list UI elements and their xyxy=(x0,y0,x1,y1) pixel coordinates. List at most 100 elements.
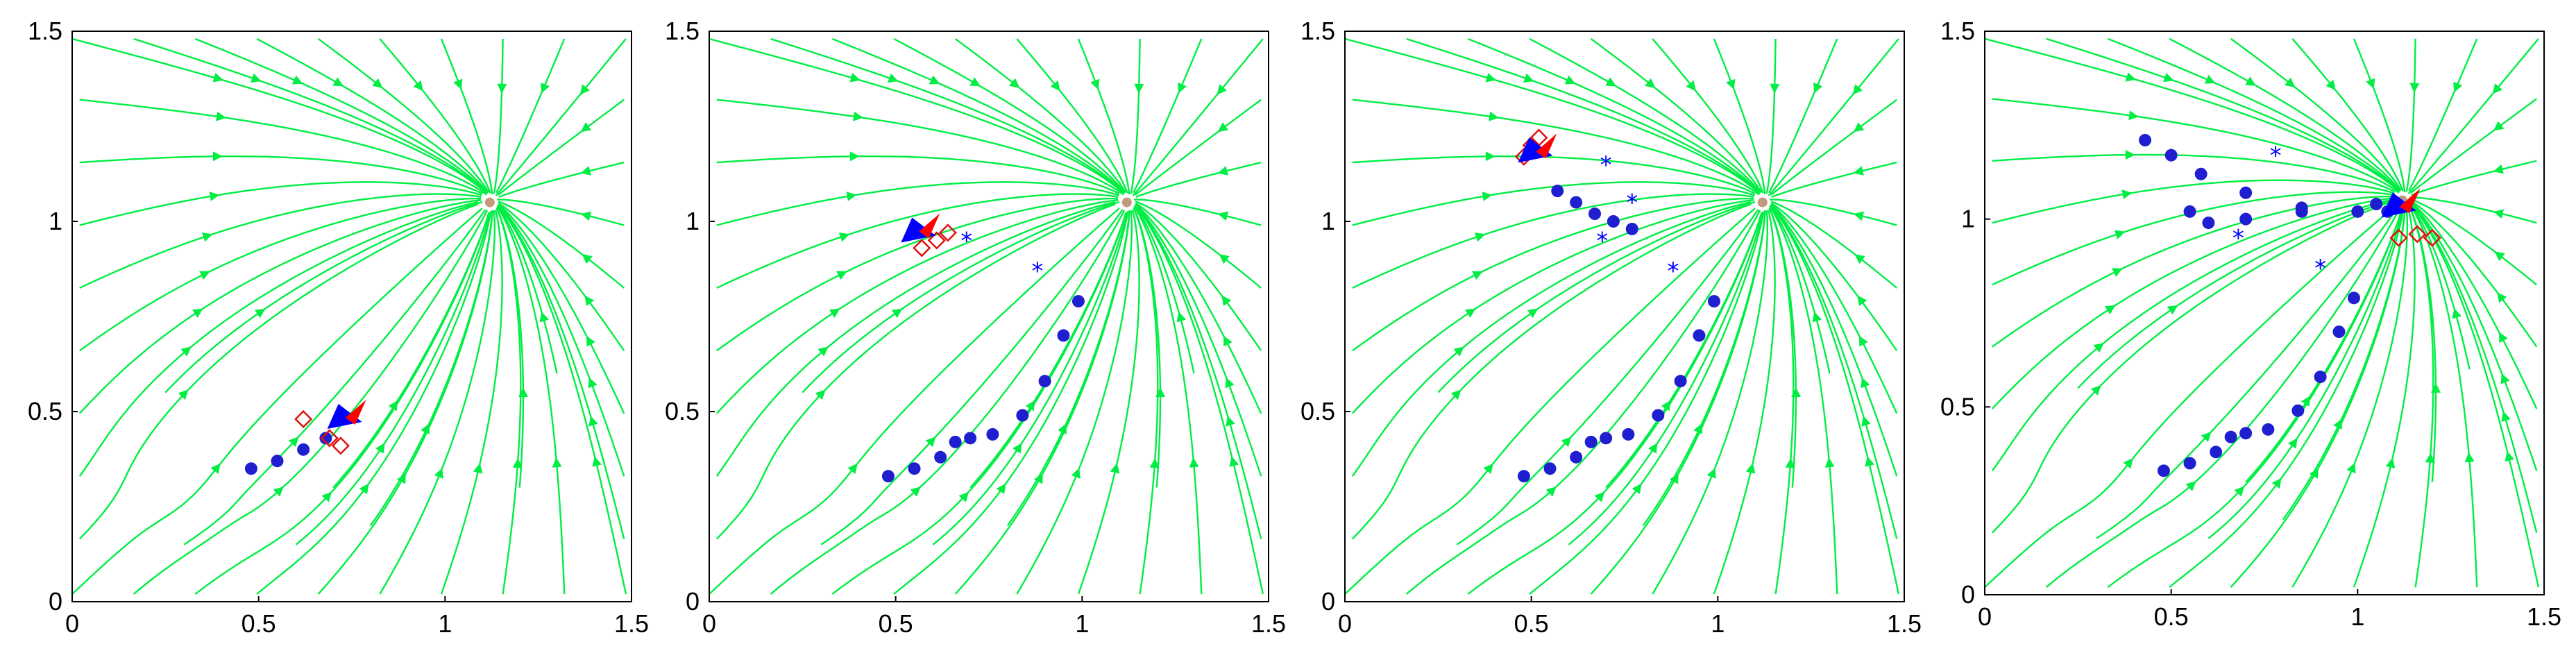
diamond-marker xyxy=(2408,225,2427,244)
streamline xyxy=(716,193,1119,289)
flow-arrow xyxy=(1223,335,1232,347)
flow-arrow xyxy=(2453,81,2463,93)
star-marker: * xyxy=(1596,227,1608,255)
flow-arrow xyxy=(359,483,369,495)
streamline xyxy=(770,210,1126,595)
y-tick-label: 0.5 xyxy=(1940,392,1975,421)
flow-arrow xyxy=(2123,458,2133,469)
streamline xyxy=(498,203,625,414)
streamline xyxy=(770,37,1124,193)
flow-arrow xyxy=(1693,423,1703,434)
trajectory-point xyxy=(949,435,962,448)
diamond-marker xyxy=(294,409,313,429)
trajectory-point xyxy=(2239,212,2253,226)
streamline xyxy=(1134,206,1195,374)
streamline xyxy=(1992,179,2395,224)
attractor-point xyxy=(1121,197,1132,208)
streamline xyxy=(496,209,522,595)
streamline xyxy=(2045,208,2401,588)
trajectory-point xyxy=(1071,295,1085,308)
streamline xyxy=(1437,201,1756,393)
streamline xyxy=(1130,38,1141,194)
trajectory-point xyxy=(1652,409,1665,422)
trajectory-point xyxy=(2224,430,2237,443)
streamline xyxy=(498,99,625,196)
streamline xyxy=(1077,38,1130,195)
trajectory-point xyxy=(2194,167,2208,180)
flow-arrow xyxy=(2500,373,2510,384)
diamonds-series xyxy=(913,223,957,257)
flow-arrow xyxy=(2493,121,2505,131)
streamline xyxy=(1133,209,1159,595)
flow-arrow xyxy=(2234,486,2245,497)
streamline xyxy=(2077,198,2396,389)
flow-arrow xyxy=(1594,491,1605,502)
streamline xyxy=(1992,98,2400,194)
streamline xyxy=(79,155,483,195)
flow-arrow xyxy=(321,491,332,502)
flow-arrow xyxy=(254,308,266,319)
y-tick-label: 0 xyxy=(49,587,62,616)
trajectory-point xyxy=(1600,432,1613,445)
flow-arrow xyxy=(1561,437,1572,448)
flow-arrow xyxy=(1545,486,1557,497)
star-marker: * xyxy=(2232,225,2244,253)
streamline xyxy=(1768,38,1899,196)
streamline xyxy=(1134,204,1262,539)
streamline xyxy=(194,212,490,595)
flow-arrow xyxy=(2333,418,2342,430)
flow-arrow xyxy=(413,80,423,92)
trajectory-point xyxy=(1570,196,1583,209)
y-tick-label: 1.5 xyxy=(1300,17,1335,45)
flow-arrow xyxy=(849,151,860,162)
streamline xyxy=(2405,38,2416,192)
streamline xyxy=(1135,203,1262,414)
streamline xyxy=(256,211,492,595)
streamline xyxy=(498,161,625,198)
y-tick-label: 0 xyxy=(686,587,700,616)
flow-arrow xyxy=(2201,431,2212,442)
flow-arrow xyxy=(1219,254,1230,264)
streamline xyxy=(1652,38,1764,194)
flow-arrow xyxy=(2501,411,2511,422)
tool-pose-series xyxy=(2381,188,2421,218)
streamline xyxy=(709,208,1120,595)
streamline xyxy=(79,181,482,226)
flow-arrow xyxy=(2167,305,2178,315)
trajectory-point xyxy=(2164,149,2178,162)
diamond-marker xyxy=(927,231,946,250)
flow-arrow xyxy=(582,254,593,264)
streamline xyxy=(1344,37,1759,194)
trajectory-point xyxy=(1543,462,1557,475)
flow-arrow xyxy=(1090,78,1100,90)
diamonds-series xyxy=(2389,225,2441,247)
trajectory-point xyxy=(1570,450,1583,464)
tool-pose-series xyxy=(901,213,940,243)
flow-arrow xyxy=(2104,305,2116,315)
x-tick-label: 1.5 xyxy=(1251,609,1286,638)
flow-arrow xyxy=(580,166,591,176)
flow-arrow xyxy=(1058,423,1067,434)
flow-arrow xyxy=(497,83,507,94)
diamond-marker xyxy=(331,437,350,455)
flow-arrow xyxy=(584,295,595,307)
streamline xyxy=(820,209,1124,545)
flow-arrow xyxy=(925,437,936,448)
streamline xyxy=(1133,38,1203,194)
star-marker: * xyxy=(1626,189,1638,217)
flow-arrow xyxy=(2505,450,2515,462)
star-marker: * xyxy=(1667,257,1679,285)
x-tick-label: 1 xyxy=(2350,602,2364,631)
flow-arrow xyxy=(216,111,226,121)
streamline xyxy=(498,206,627,595)
flow-arrow xyxy=(288,437,299,448)
flow-arrow xyxy=(2385,457,2396,468)
trajectory-point xyxy=(2347,291,2360,305)
flow-arrow xyxy=(1857,295,1867,307)
streamline xyxy=(295,212,491,545)
streamline xyxy=(1467,212,1763,595)
flow-arrow xyxy=(2121,189,2133,200)
flow-arrow xyxy=(1865,456,1875,467)
flow-arrow xyxy=(592,456,602,467)
